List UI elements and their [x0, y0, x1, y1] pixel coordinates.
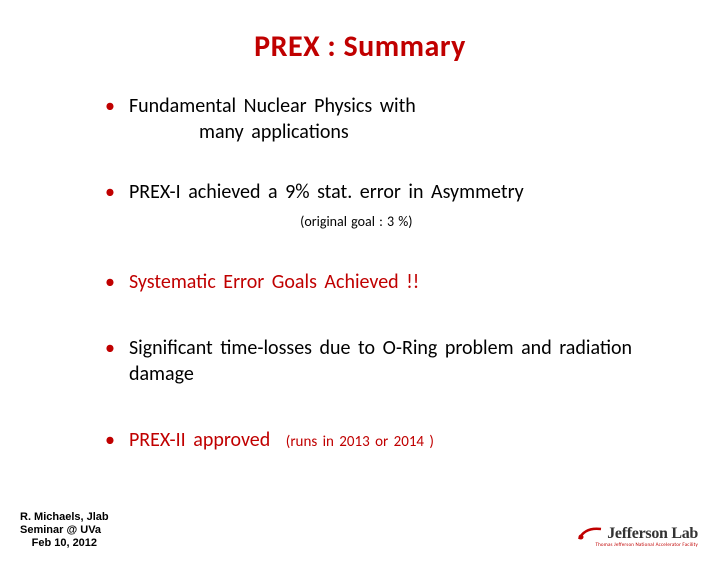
bullet-dot-icon: • — [105, 93, 115, 119]
bullet-dot-icon: • — [105, 335, 115, 361]
bullet-5-text: PREX-II approved (runs in 2013 or 2014 ) — [129, 427, 434, 455]
bullet-2-subnote: (original goal : 3 %) — [189, 209, 524, 235]
bullet-5-note: (runs in 2013 or 2014 ) — [286, 433, 434, 451]
bullet-1: • Fundamental Nuclear Physics with many … — [105, 93, 660, 145]
jlab-subtitle: Thomas Jefferson National Accelerator Fa… — [595, 542, 698, 548]
bullet-1-line1: Fundamental Nuclear Physics with — [129, 94, 416, 118]
footer-date: Feb 10, 2012 — [20, 537, 109, 550]
bullet-dot-icon: • — [105, 269, 115, 295]
bullet-dot-icon: • — [105, 427, 115, 453]
footer-credits: R. Michaels, Jlab Seminar @ UVa Feb 10, … — [20, 511, 109, 550]
bullet-1-text: Fundamental Nuclear Physics with many ap… — [129, 93, 416, 145]
bullet-5: • PREX-II approved (runs in 2013 or 2014… — [105, 427, 660, 455]
bullet-1-line2: many applications — [129, 119, 416, 145]
bullet-3-text: Systematic Error Goals Achieved !! — [129, 269, 419, 295]
bullet-4-text: Significant time-losses due to O-Ring pr… — [129, 335, 660, 387]
slide-title: PREX : Summary — [0, 28, 720, 65]
footer-seminar: Seminar @ UVa — [20, 524, 109, 537]
bullet-2: • PREX-I achieved a 9% stat. error in As… — [105, 179, 660, 235]
bullet-4: • Significant time-losses due to O-Ring … — [105, 335, 660, 387]
bullet-5-main: PREX-II approved — [129, 428, 270, 452]
bullet-2-main: PREX-I achieved a 9% stat. error in Asym… — [129, 180, 524, 204]
bullet-dot-icon: • — [105, 179, 115, 205]
jlab-swoosh-icon — [577, 525, 603, 543]
content-area: • Fundamental Nuclear Physics with many … — [0, 93, 720, 455]
bullet-2-text: PREX-I achieved a 9% stat. error in Asym… — [129, 179, 524, 235]
jefferson-lab-logo: Jefferson Lab Thomas Jefferson National … — [577, 525, 698, 548]
bullet-3: • Systematic Error Goals Achieved !! — [105, 269, 660, 295]
footer-author: R. Michaels, Jlab — [20, 511, 109, 524]
footer-logo: Jefferson Lab Thomas Jefferson National … — [577, 525, 698, 548]
jlab-name: Jefferson Lab — [607, 525, 698, 543]
